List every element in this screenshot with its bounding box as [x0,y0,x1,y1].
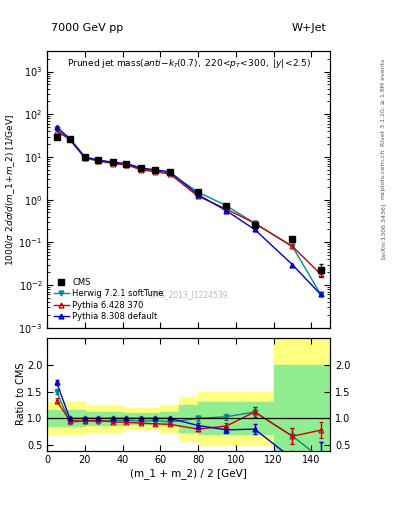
Text: Rivet 3.1.10, ≥ 1.8M events: Rivet 3.1.10, ≥ 1.8M events [381,59,386,146]
Y-axis label: $1000/\sigma\ 2d\sigma/d(m\_1\!+\!m\_2)\ [1/\mathrm{GeV}]$: $1000/\sigma\ 2d\sigma/d(m\_1\!+\!m\_2)\… [4,113,17,266]
Text: W+Jet: W+Jet [291,23,326,33]
Text: mcplots.cern.ch: mcplots.cern.ch [381,149,386,199]
Text: [arXiv:1306.3436]: [arXiv:1306.3436] [381,202,386,259]
Legend: CMS, Herwig 7.2.1 softTune, Pythia 6.428 370, Pythia 8.308 default: CMS, Herwig 7.2.1 softTune, Pythia 6.428… [51,275,166,324]
X-axis label: (m_1 + m_2) / 2 [GeV]: (m_1 + m_2) / 2 [GeV] [130,468,247,479]
Y-axis label: Ratio to CMS: Ratio to CMS [16,363,26,425]
Text: Pruned jet mass$(anti\!-\!k_T\!(0.7),\ 220\!<\!p_T\!<\!300,\ |y|\!<\!2.5)$: Pruned jet mass$(anti\!-\!k_T\!(0.7),\ 2… [66,57,311,70]
Text: 7000 GeV pp: 7000 GeV pp [51,23,123,33]
Text: CMS_2013_I1224539: CMS_2013_I1224539 [149,290,228,299]
